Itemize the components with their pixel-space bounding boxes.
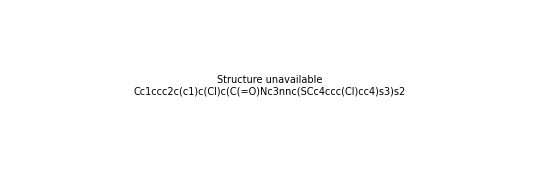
- Text: Structure unavailable
Cc1ccc2c(c1)c(Cl)c(C(=O)Nc3nnc(SCc4ccc(Cl)cc4)s3)s2: Structure unavailable Cc1ccc2c(c1)c(Cl)c…: [134, 75, 406, 97]
